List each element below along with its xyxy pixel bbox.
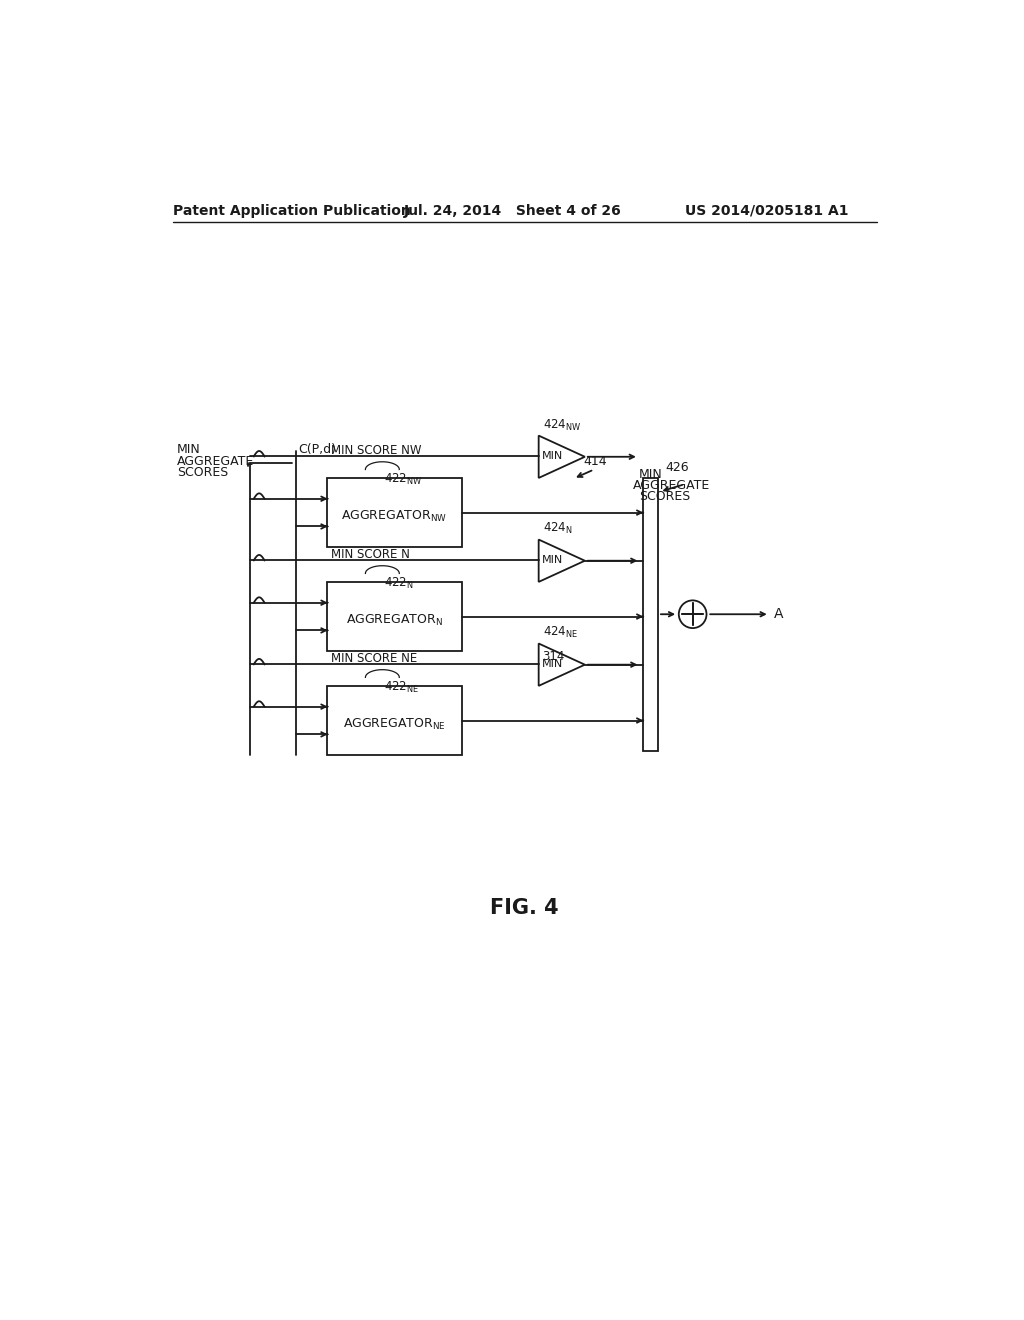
Text: 414: 414 (584, 455, 607, 467)
Text: MIN: MIN (542, 451, 563, 462)
Text: Jul. 24, 2014   Sheet 4 of 26: Jul. 24, 2014 Sheet 4 of 26 (403, 203, 622, 218)
Bar (327, 582, 462, 651)
Text: Patent Application Publication: Patent Application Publication (173, 203, 411, 218)
Text: US 2014/0205181 A1: US 2014/0205181 A1 (685, 203, 849, 218)
Text: 422$_{\mathregular{NE}}$: 422$_{\mathregular{NE}}$ (384, 680, 419, 694)
Text: AGGREGATOR$_{\mathregular{NE}}$: AGGREGATOR$_{\mathregular{NE}}$ (343, 717, 445, 731)
Bar (327, 686, 462, 755)
Text: 426: 426 (666, 461, 689, 474)
Polygon shape (539, 644, 585, 686)
Text: SCORES: SCORES (177, 466, 228, 479)
Polygon shape (539, 436, 585, 478)
Text: FIG. 4: FIG. 4 (490, 898, 559, 917)
Text: MIN: MIN (639, 469, 663, 480)
Text: MIN SCORE NW: MIN SCORE NW (331, 444, 421, 457)
Text: 422$_{\mathregular{NW}}$: 422$_{\mathregular{NW}}$ (384, 471, 423, 487)
Text: MIN: MIN (542, 659, 563, 669)
Text: MIN SCORE N: MIN SCORE N (331, 548, 410, 561)
Text: MIN: MIN (542, 556, 563, 565)
Polygon shape (539, 540, 585, 582)
Bar (643, 478, 658, 751)
Text: AGGREGATE: AGGREGATE (633, 479, 710, 492)
Text: AGGREGATOR$_{\mathregular{N}}$: AGGREGATOR$_{\mathregular{N}}$ (346, 612, 442, 628)
Text: 422$_{\mathregular{N}}$: 422$_{\mathregular{N}}$ (384, 576, 414, 591)
Text: SCORES: SCORES (639, 490, 690, 503)
Text: AGGREGATOR$_{\mathregular{NW}}$: AGGREGATOR$_{\mathregular{NW}}$ (341, 510, 447, 524)
Bar (327, 478, 462, 548)
Circle shape (679, 601, 707, 628)
Text: 424$_{\mathregular{NE}}$: 424$_{\mathregular{NE}}$ (543, 626, 578, 640)
Text: 424$_{\mathregular{NW}}$: 424$_{\mathregular{NW}}$ (543, 417, 581, 433)
Text: MIN: MIN (177, 444, 201, 457)
Text: AGGREGATE: AGGREGATE (177, 455, 254, 467)
Text: A: A (773, 607, 783, 622)
Text: 314: 314 (543, 651, 565, 664)
Text: MIN SCORE NE: MIN SCORE NE (331, 652, 417, 665)
Text: 424$_{\mathregular{N}}$: 424$_{\mathregular{N}}$ (543, 521, 572, 536)
Text: C(P,d): C(P,d) (298, 444, 337, 457)
